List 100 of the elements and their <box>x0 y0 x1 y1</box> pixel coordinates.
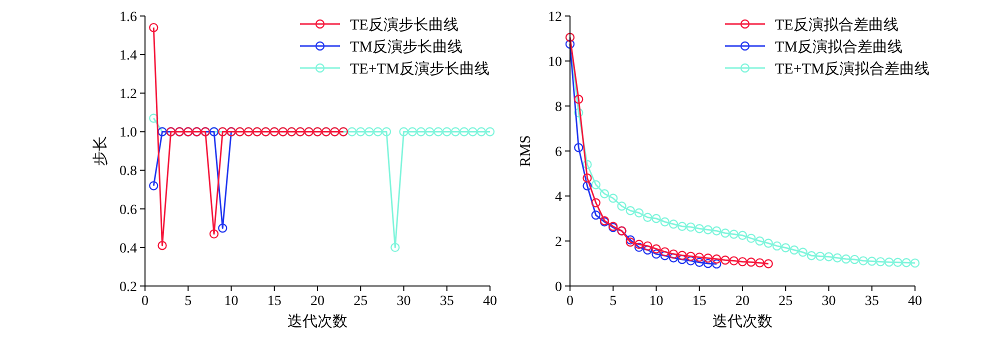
point <box>755 258 764 268</box>
point <box>876 257 886 266</box>
point <box>209 229 219 239</box>
point <box>617 202 626 211</box>
point <box>668 253 678 262</box>
point <box>149 181 158 190</box>
x-tick-label: 40 <box>908 294 922 309</box>
point <box>218 224 228 233</box>
point <box>574 143 584 152</box>
y-tick-label: 6 <box>555 144 562 160</box>
point <box>686 256 696 266</box>
point <box>790 245 799 255</box>
point <box>634 242 644 252</box>
point <box>626 206 635 216</box>
point <box>694 224 704 234</box>
x-tick-label: 25 <box>778 294 793 309</box>
point <box>460 127 469 136</box>
point <box>634 240 644 249</box>
x-tick-label: 35 <box>864 294 879 309</box>
x-tick-label: 0 <box>566 294 574 309</box>
point <box>781 243 790 252</box>
point <box>798 248 808 257</box>
point <box>608 194 618 203</box>
y-tick-label: 12 <box>548 10 562 25</box>
point <box>408 127 417 136</box>
point <box>565 40 575 49</box>
point <box>158 240 167 250</box>
x-tick-label: 30 <box>822 294 836 309</box>
y-tick-label: 0.4 <box>120 241 137 256</box>
x-tick-label: 5 <box>610 294 617 309</box>
y-tick-label: 1.0 <box>120 126 137 141</box>
point <box>824 252 834 262</box>
y-axis-title: 步长 <box>92 136 109 166</box>
point <box>738 230 748 240</box>
x-tick-label: 10 <box>224 294 238 309</box>
point <box>399 127 408 136</box>
legend-label: TM反演拟合差曲线 <box>775 38 902 56</box>
point <box>720 256 730 265</box>
point <box>729 230 738 239</box>
y-tick-label: 0 <box>555 280 562 295</box>
point <box>591 210 600 220</box>
point <box>893 258 902 267</box>
x-tick-label: 35 <box>440 294 454 309</box>
y-tick-label: 0.6 <box>120 202 137 218</box>
point <box>816 252 825 261</box>
point <box>772 241 782 251</box>
point <box>738 257 748 266</box>
point <box>910 258 920 268</box>
point <box>626 238 635 247</box>
point <box>373 127 382 136</box>
point <box>660 217 670 226</box>
point <box>858 256 868 266</box>
x-tick-label: 5 <box>184 294 192 309</box>
point <box>678 250 687 260</box>
y-tick-label: 1.4 <box>120 48 137 64</box>
point <box>643 212 652 222</box>
point <box>668 220 678 229</box>
legend-label: TM反演步长曲线 <box>350 38 462 56</box>
point <box>850 254 860 264</box>
y-tick-label: 8 <box>555 100 562 115</box>
point <box>694 258 704 267</box>
point <box>703 225 713 234</box>
point <box>712 259 722 269</box>
point <box>712 254 722 264</box>
point <box>694 252 704 262</box>
point <box>468 127 478 136</box>
legend-label: TE+TM反演拟合差曲线 <box>775 60 930 78</box>
x-tick-label: 15 <box>267 294 282 309</box>
y-tick-label: 4 <box>555 190 562 205</box>
point <box>764 238 773 248</box>
point <box>678 222 687 231</box>
point <box>476 127 486 136</box>
x-tick-label: 40 <box>483 294 497 309</box>
x-axis-title: 迭代次数 <box>288 313 348 330</box>
legend-label: TE反演拟合差曲线 <box>775 16 898 34</box>
point <box>652 249 661 259</box>
y-tick-label: 0.2 <box>120 280 137 295</box>
point <box>582 181 592 190</box>
y-tick-label: 2 <box>555 234 562 250</box>
point <box>806 251 816 260</box>
x-tick-label: 20 <box>736 294 750 309</box>
point <box>746 234 756 243</box>
y-tick-label: 0.8 <box>120 164 137 180</box>
legend-label: TE+TM反演步长曲线 <box>350 60 490 78</box>
point <box>755 236 764 246</box>
point <box>652 244 661 254</box>
point <box>382 127 392 136</box>
y-axis-title: RMS <box>518 135 534 167</box>
point <box>729 256 738 266</box>
point <box>660 247 670 256</box>
point <box>746 258 756 267</box>
point <box>434 127 443 136</box>
point <box>574 94 584 104</box>
point <box>720 228 730 238</box>
legend-label: TE反演步长曲线 <box>350 16 458 34</box>
point <box>390 242 400 252</box>
x-tick-label: 25 <box>354 294 368 309</box>
point <box>832 253 842 262</box>
x-tick-label: 15 <box>692 294 706 309</box>
point <box>703 254 713 263</box>
